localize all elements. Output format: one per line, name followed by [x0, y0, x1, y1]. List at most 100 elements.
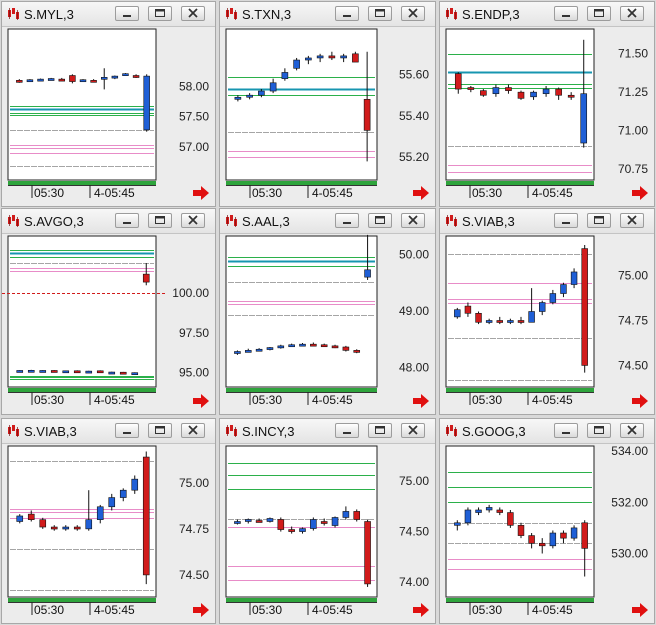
candle: [331, 344, 339, 349]
scroll-right-arrow-icon[interactable]: [632, 394, 648, 408]
candlestick-icon: [8, 8, 19, 20]
chart-window[interactable]: S.AAL,3 50.00 49.00 48.00 05:30 4-05:45: [219, 208, 436, 415]
chart-window[interactable]: S.ENDP,3 71.50 71.25 71.00 70.75 05:30 4-05:45: [439, 1, 655, 207]
minimize-icon: [343, 15, 351, 17]
candle: [79, 79, 87, 83]
candle: [96, 504, 104, 524]
minimize-icon: [123, 432, 131, 434]
close-icon: [408, 425, 418, 435]
minimize-button[interactable]: [335, 6, 359, 21]
scroll-right-arrow-icon[interactable]: [193, 186, 209, 200]
chart-window[interactable]: S.VIAB,3 75.00 74.75 74.50 05:30 4-05:45: [439, 208, 655, 415]
chart-window[interactable]: S.MYL,3 58.00 57.50 57.00 05:30 4-05:45: [1, 1, 216, 207]
minimize-button[interactable]: [554, 423, 578, 438]
close-button[interactable]: [620, 213, 644, 228]
window-titlebar[interactable]: S.ENDP,3: [440, 2, 654, 27]
minimize-icon: [123, 222, 131, 224]
chart-window[interactable]: S.VIAB,3 75.00 74.75 74.50 05:30 4-05:45: [1, 418, 216, 624]
maximize-button[interactable]: [148, 6, 172, 21]
minimize-icon: [562, 222, 570, 224]
window-title: S.VIAB,3: [462, 214, 515, 229]
minimize-button[interactable]: [115, 423, 139, 438]
candle: [269, 78, 277, 94]
candle: [58, 77, 65, 82]
candle: [69, 74, 76, 84]
maximize-button[interactable]: [368, 213, 392, 228]
scroll-right-arrow-icon[interactable]: [413, 603, 429, 617]
close-icon: [188, 425, 198, 435]
candlestick-chart: 75.00 74.50 74.00 05:30 4-05:45: [225, 445, 429, 617]
scroll-right-arrow-icon[interactable]: [632, 186, 648, 200]
candle: [507, 509, 514, 528]
minimize-button[interactable]: [115, 213, 139, 228]
candlestick-chart: 534.00 532.00 530.00 05:30 4-05:45: [445, 444, 648, 617]
candle: [142, 263, 150, 286]
window-titlebar[interactable]: S.AVGO,3: [2, 209, 215, 234]
window-titlebar[interactable]: S.VIAB,3: [2, 419, 215, 444]
maximize-button[interactable]: [368, 423, 392, 438]
maximize-icon: [155, 216, 165, 224]
y-tick-label: 530.00: [611, 546, 648, 560]
scroll-right-arrow-icon[interactable]: [632, 603, 648, 617]
chart-window[interactable]: S.TXN,3 55.60 55.40 55.20 05:30 4-05:45: [219, 1, 436, 207]
candle: [485, 318, 493, 325]
candlestick-chart: 58.00 57.50 57.00 05:30 4-05:45: [7, 28, 209, 200]
y-tick-label: 74.50: [399, 525, 429, 539]
candle: [328, 51, 336, 61]
close-button[interactable]: [181, 423, 205, 438]
minimize-button[interactable]: [554, 6, 578, 21]
close-icon: [408, 8, 418, 18]
close-button[interactable]: [620, 423, 644, 438]
maximize-button[interactable]: [587, 213, 611, 228]
candlestick-icon: [8, 215, 19, 227]
scroll-right-arrow-icon[interactable]: [413, 186, 429, 200]
y-tick-label: 75.00: [399, 474, 429, 488]
window-titlebar[interactable]: S.TXN,3: [220, 2, 435, 27]
maximize-button[interactable]: [587, 423, 611, 438]
candlestick-icon: [446, 8, 457, 20]
close-button[interactable]: [401, 423, 425, 438]
candle: [131, 372, 139, 375]
candle: [310, 517, 317, 531]
window-titlebar[interactable]: S.INCY,3: [220, 419, 435, 444]
window-titlebar[interactable]: S.MYL,3: [2, 2, 215, 27]
close-button[interactable]: [181, 6, 205, 21]
chart-window[interactable]: S.INCY,3 75.00 74.50 74.00 05:30 4-05:45: [219, 418, 436, 624]
close-button[interactable]: [181, 213, 205, 228]
maximize-button[interactable]: [148, 213, 172, 228]
time-end-label: 4-05:45: [94, 186, 135, 200]
window-titlebar[interactable]: S.GOOG,3: [440, 419, 654, 444]
maximize-button[interactable]: [148, 423, 172, 438]
minimize-button[interactable]: [554, 213, 578, 228]
minimize-button[interactable]: [335, 423, 359, 438]
scroll-right-arrow-icon[interactable]: [193, 394, 209, 408]
window-title: S.TXN,3: [242, 7, 292, 22]
minimize-button[interactable]: [115, 6, 139, 21]
window-titlebar[interactable]: S.VIAB,3: [440, 209, 654, 234]
scroll-right-arrow-icon[interactable]: [193, 603, 209, 617]
close-icon: [188, 8, 198, 18]
chart-window[interactable]: S.AVGO,3 100.00 97.50 95.00 05:30 4-05:45: [1, 208, 216, 415]
candle: [340, 53, 347, 63]
window-title: S.AAL,3: [242, 214, 290, 229]
close-button[interactable]: [620, 6, 644, 21]
scroll-right-arrow-icon[interactable]: [413, 394, 429, 408]
candle: [555, 87, 562, 100]
y-tick-label: 534.00: [611, 444, 648, 458]
candle: [234, 350, 241, 355]
maximize-button[interactable]: [368, 6, 392, 21]
time-end-label: 4-05:45: [94, 603, 135, 617]
candle: [234, 95, 242, 102]
window-title: S.AVGO,3: [24, 214, 84, 229]
maximize-button[interactable]: [587, 6, 611, 21]
close-button[interactable]: [401, 213, 425, 228]
y-tick-label: 74.50: [618, 358, 648, 372]
window-title: S.MYL,3: [24, 7, 74, 22]
minimize-button[interactable]: [335, 213, 359, 228]
chart-window[interactable]: S.GOOG,3 534.00 532.00 530.00 05:30 4-05:45: [439, 418, 655, 624]
window-titlebar[interactable]: S.AAL,3: [220, 209, 435, 234]
candle: [539, 538, 546, 554]
close-button[interactable]: [401, 6, 425, 21]
candle: [507, 318, 514, 325]
